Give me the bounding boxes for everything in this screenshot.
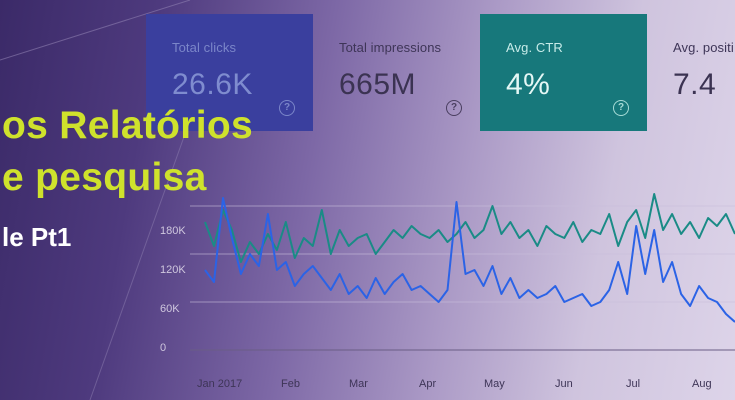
headline-line-2: e pesquisa	[2, 156, 207, 199]
y-tick-label: 0	[160, 342, 167, 354]
y-tick-label: 60K	[160, 303, 180, 315]
total-clicks-value: 26.6K	[172, 68, 253, 101]
help-icon[interactable]: ?	[446, 100, 462, 116]
avg-position-card[interactable]: Avg. positi 7.4	[647, 14, 735, 131]
avg-position-value: 7.4	[673, 68, 717, 101]
total-impressions-value: 665M	[339, 68, 417, 101]
help-icon[interactable]: ?	[279, 100, 295, 116]
avg-ctr-value: 4%	[506, 68, 551, 101]
subheadline: le Pt1	[2, 222, 72, 252]
avg-ctr-card[interactable]: Avg. CTR 4% ?	[480, 14, 647, 131]
total-impressions-card[interactable]: Total impressions 665M ?	[313, 14, 480, 131]
avg-position-label: Avg. positi	[673, 40, 734, 55]
total-clicks-label: Total clicks	[172, 40, 237, 55]
x-tick-label: Feb	[281, 378, 300, 390]
x-tick-label: Apr	[419, 378, 437, 390]
clicks-series-line	[204, 197, 735, 323]
x-tick-label: May	[484, 378, 505, 390]
x-tick-label: Mar	[349, 378, 368, 390]
total-impressions-label: Total impressions	[339, 40, 442, 55]
help-icon[interactable]: ?	[613, 100, 629, 116]
x-tick-label: Jul	[626, 378, 641, 390]
x-tick-label: Aug	[692, 378, 712, 390]
x-tick-label: Jan 2017	[197, 378, 243, 390]
headline-line-1: os Relatórios	[2, 104, 253, 147]
x-tick-label: Jun	[555, 378, 573, 390]
impressions-series-line	[204, 193, 735, 263]
y-tick-label: 180K	[160, 225, 186, 237]
avg-ctr-label: Avg. CTR	[506, 40, 563, 55]
y-tick-label: 120K	[160, 264, 186, 276]
total-clicks-card[interactable]: Total clicks 26.6K ?	[146, 14, 313, 131]
